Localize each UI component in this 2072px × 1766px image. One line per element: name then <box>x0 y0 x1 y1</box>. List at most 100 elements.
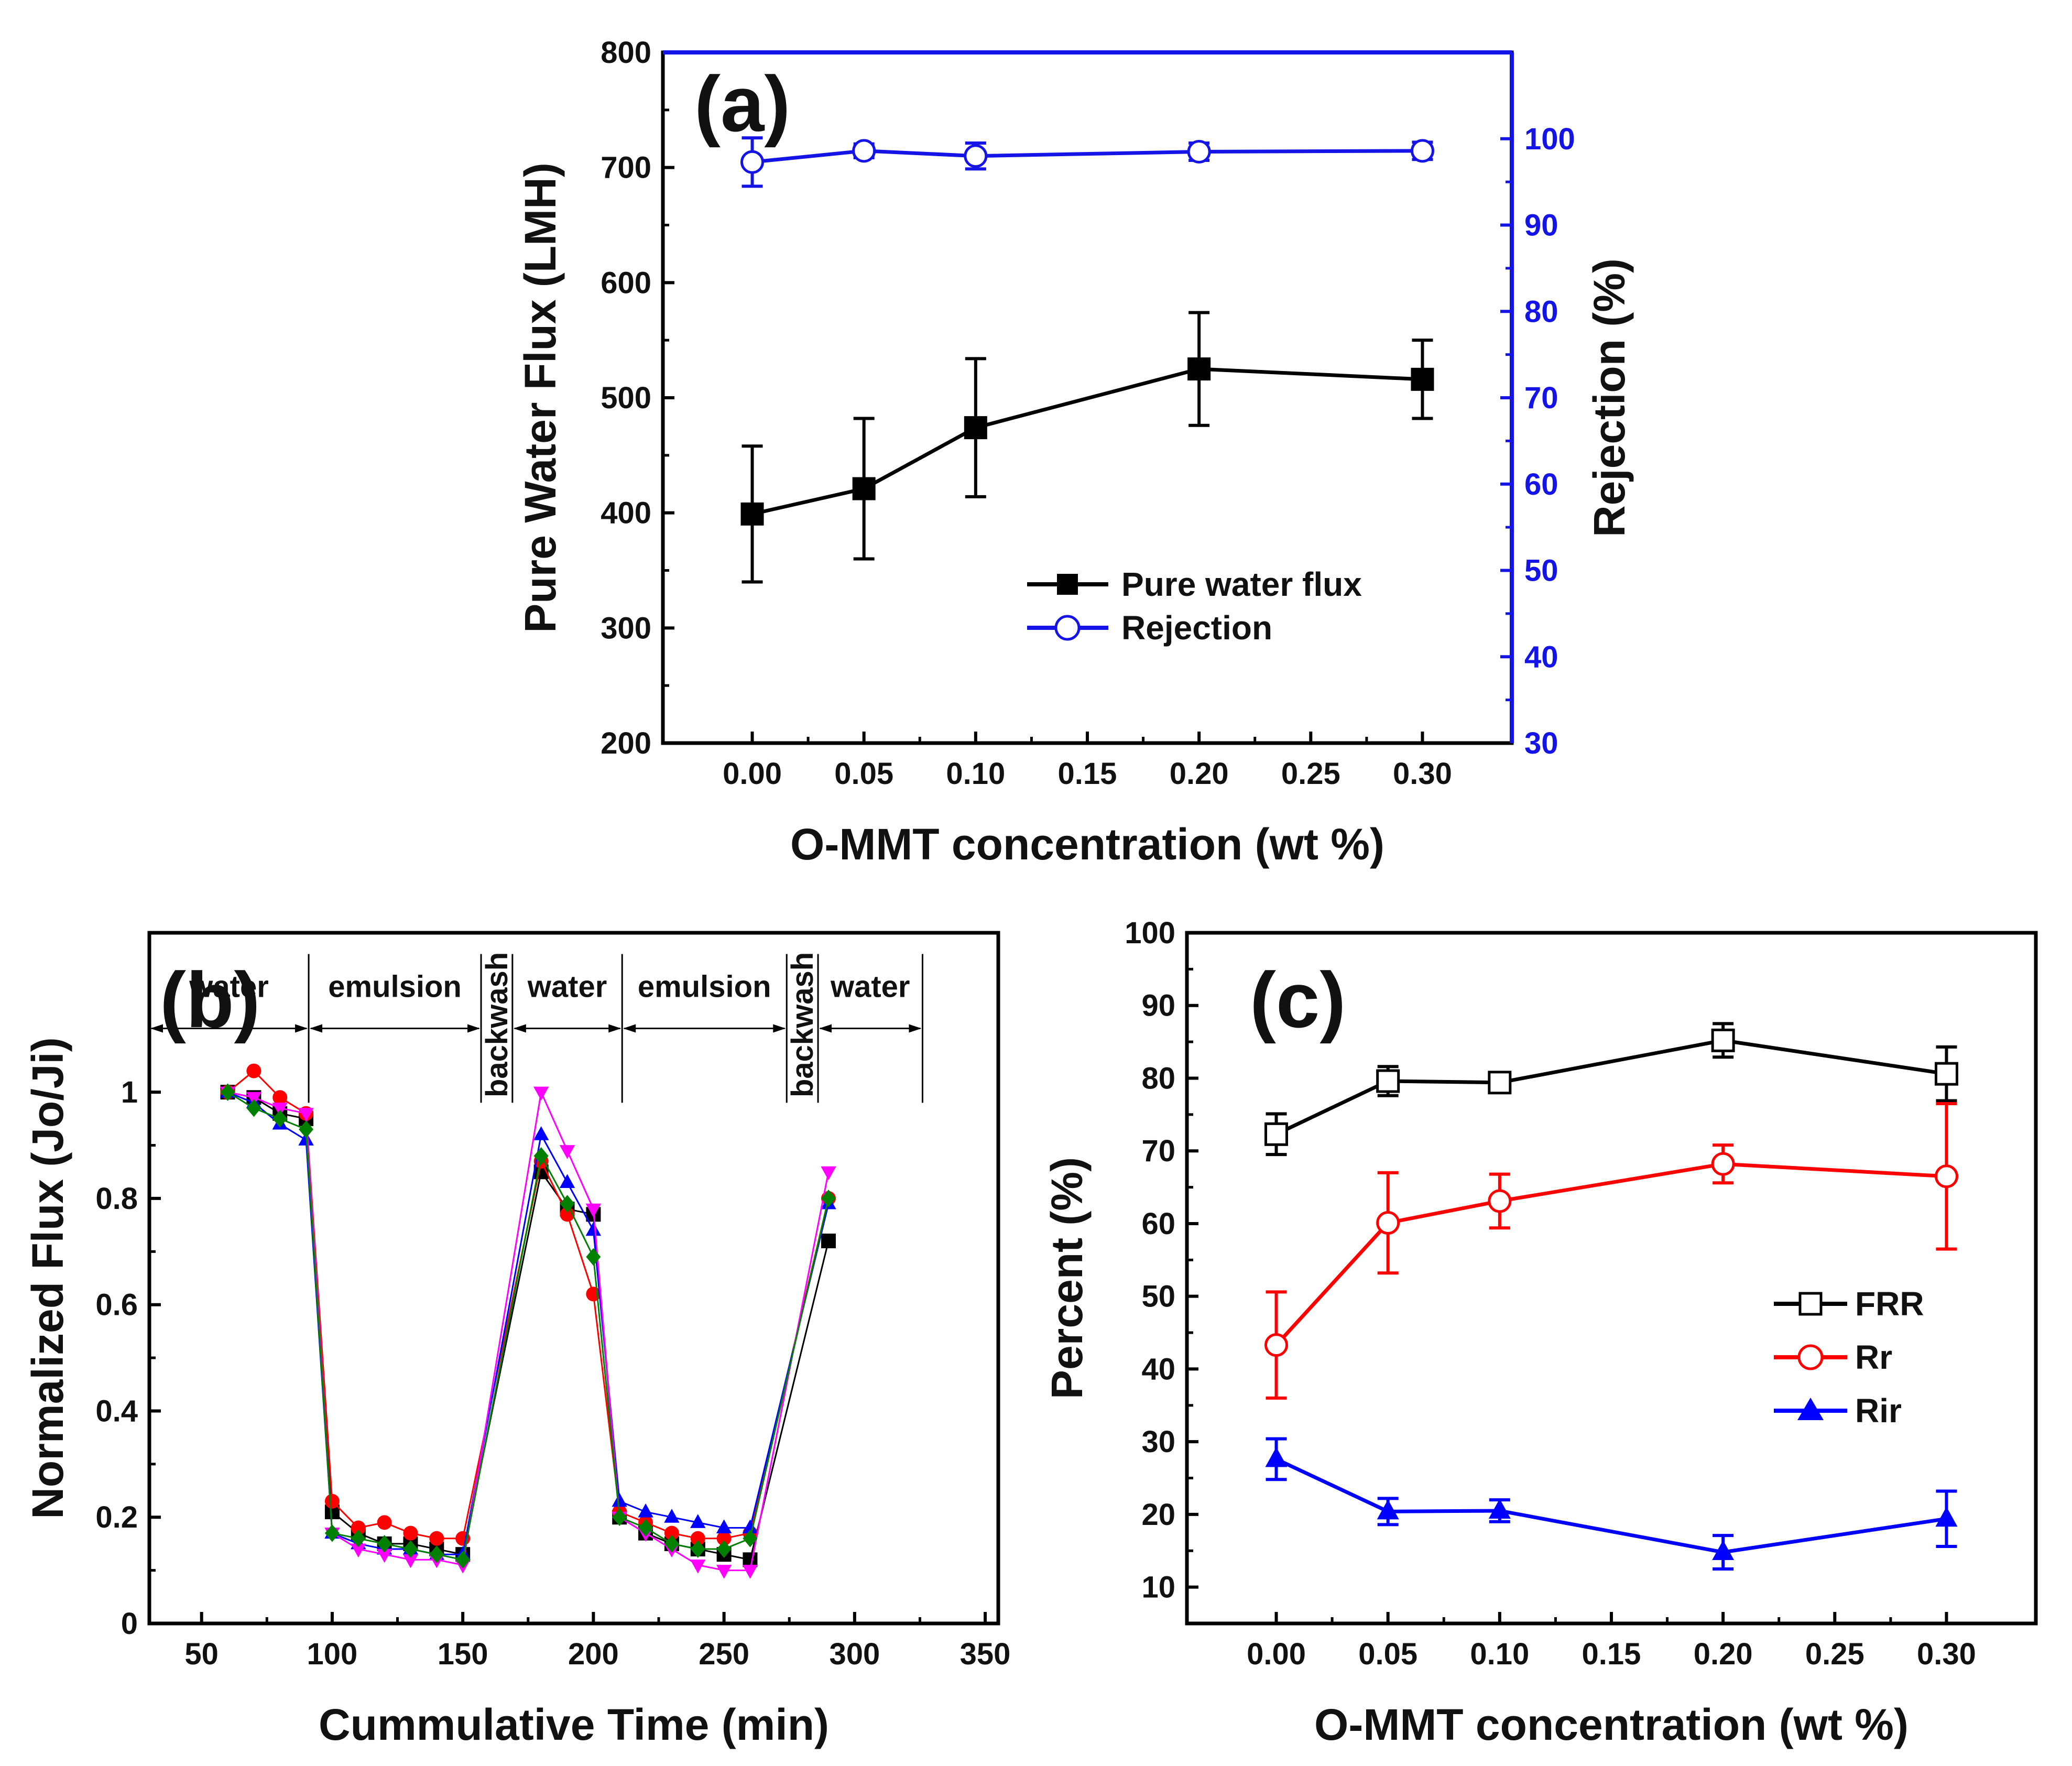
data-point-0-20-wt <box>716 1565 732 1579</box>
data-point-0-05-wt <box>716 1531 732 1546</box>
data-point-rejection <box>964 144 988 168</box>
x-tick-label: 0.30 <box>1393 757 1452 791</box>
phase-label: backwash <box>480 952 514 1097</box>
data-point-0-10-wt <box>585 1222 602 1236</box>
phase-arrowhead <box>909 1024 922 1033</box>
data-point-0-05-wt <box>429 1531 444 1546</box>
y-tick-label: 500 <box>601 381 651 415</box>
phase-label: water <box>527 969 607 1004</box>
y-tick-label: 100 <box>1125 916 1175 950</box>
y-tick-label: 0.6 <box>95 1288 138 1322</box>
y-tick-label: 90 <box>1141 989 1175 1023</box>
x-tick-label: 0.10 <box>946 757 1005 791</box>
series-line-0-10-wt <box>227 1091 830 1555</box>
x-tick-label: 0.20 <box>1170 757 1229 791</box>
legend-label-rejection: Rejection <box>1121 609 1272 647</box>
y-tick-label: 70 <box>1141 1134 1175 1168</box>
phase-label: backwash <box>786 952 820 1097</box>
data-point-0-20-wt <box>272 1103 288 1117</box>
phase-arrowhead <box>773 1024 786 1033</box>
data-point-rejection <box>1187 139 1211 163</box>
data-point-0-30-wt <box>299 1120 314 1138</box>
data-point-rir <box>1488 1498 1511 1519</box>
panel-a-legend: Pure water flux Rejection <box>1027 565 1362 647</box>
data-point-0-30-wt <box>533 1147 549 1165</box>
data-point-rr <box>1264 1333 1289 1357</box>
data-point-0-30-wt <box>612 1508 627 1527</box>
panel-a-label: (a) <box>694 60 790 148</box>
phase-arrowhead <box>295 1024 308 1033</box>
y-tick-label: 0.2 <box>95 1500 138 1534</box>
data-point-pure-water-flux <box>852 477 876 500</box>
data-point-0-30-wt <box>246 1099 261 1117</box>
legend-label-frr: FRR <box>1855 1285 1924 1323</box>
data-point-rr <box>1711 1152 1735 1176</box>
x-tick-label: 0.30 <box>1917 1637 1976 1671</box>
phase-annotations: water emulsion backwash water emulsion backwa… <box>150 952 923 1103</box>
legend-label-pure-water-flux: Pure water flux <box>1121 565 1362 603</box>
data-point-0-20-wt <box>742 1565 758 1579</box>
x-tick-label: 0.15 <box>1058 757 1117 791</box>
data-point-rejection <box>852 139 876 163</box>
phase-arrowhead <box>310 1024 323 1033</box>
y-tick-label: 400 <box>601 496 651 530</box>
panel-a-y2-axis-title: Rejection (%) <box>1585 258 1634 537</box>
series-line-0-20-wt <box>227 1089 830 1572</box>
x-tick-label: 300 <box>829 1637 880 1671</box>
data-point-0-10-wt <box>638 1503 653 1518</box>
data-point-0-30-wt <box>586 1248 601 1266</box>
data-point-0-30-wt <box>403 1540 418 1558</box>
phase-arrowhead <box>608 1024 621 1033</box>
panel-c-plot: 0.00 0.05 0.10 0.15 0.20 0.25 0.30 10 20 30 40 50 60… <box>1125 916 1976 1671</box>
phase-arrowhead <box>623 1024 636 1033</box>
y-tick-label: 0.8 <box>95 1182 138 1216</box>
x-tick-label: 200 <box>568 1637 619 1671</box>
y-tick-label: 40 <box>1141 1352 1175 1386</box>
x-tick-label: 0.05 <box>834 757 893 791</box>
y-tick-label: 200 <box>601 726 651 760</box>
x-tick-label: 50 <box>184 1637 219 1671</box>
data-point-frr <box>1376 1069 1400 1093</box>
data-point-0-30-wt <box>351 1529 366 1547</box>
data-point-0-30-wt <box>429 1545 444 1563</box>
phase-arrowhead <box>150 1024 163 1033</box>
x-tick-label: 0.00 <box>723 757 782 791</box>
panel-b-label: (b) <box>160 956 260 1044</box>
data-point-0-30-wt <box>377 1535 392 1553</box>
data-point-0-30-wt <box>743 1529 758 1547</box>
y-tick-label: 600 <box>601 266 651 300</box>
data-point-0-05-wt <box>351 1520 366 1535</box>
y2-tick-label: 90 <box>1524 209 1558 243</box>
y-tick-label: 30 <box>1141 1425 1175 1459</box>
panel-c-legend: FRR Rr Rir <box>1774 1285 1924 1430</box>
legend-marker-pure-water-flux <box>1057 574 1078 595</box>
data-point-0-20-wt <box>533 1086 549 1101</box>
x-tick-label: 0.00 <box>1247 1637 1306 1671</box>
data-point-pure-water-flux <box>964 416 987 440</box>
data-point-rir <box>1935 1507 1958 1527</box>
panel-b-frame <box>147 931 1000 1626</box>
panel-a-x-axis-title: O-MMT concentration (wt %) <box>790 820 1384 869</box>
data-point-0-30-wt <box>455 1551 471 1569</box>
data-point-0-05-wt <box>246 1063 261 1078</box>
data-point-0-30-wt <box>664 1535 679 1553</box>
x-tick-label: 150 <box>438 1637 488 1671</box>
data-point-0-20-wt <box>690 1559 706 1574</box>
panel-c-label: (c) <box>1250 956 1346 1044</box>
legend-marker-frr <box>1798 1292 1823 1316</box>
y2-tick-label: 70 <box>1524 381 1558 415</box>
data-point-0-30-wt <box>638 1519 653 1537</box>
phase-label: emulsion <box>638 969 771 1004</box>
x-tick-label: 100 <box>307 1637 358 1671</box>
legend-label-rir: Rir <box>1855 1392 1902 1430</box>
phase-arrowhead <box>467 1024 481 1033</box>
data-point-frr <box>1488 1071 1512 1095</box>
y-tick-label: 1 <box>121 1075 138 1109</box>
data-point-0-05-wt <box>664 1525 679 1541</box>
y-tick-label: 300 <box>601 611 651 645</box>
legend-marker-rejection <box>1054 615 1081 641</box>
data-point-0-05-wt <box>377 1515 392 1530</box>
